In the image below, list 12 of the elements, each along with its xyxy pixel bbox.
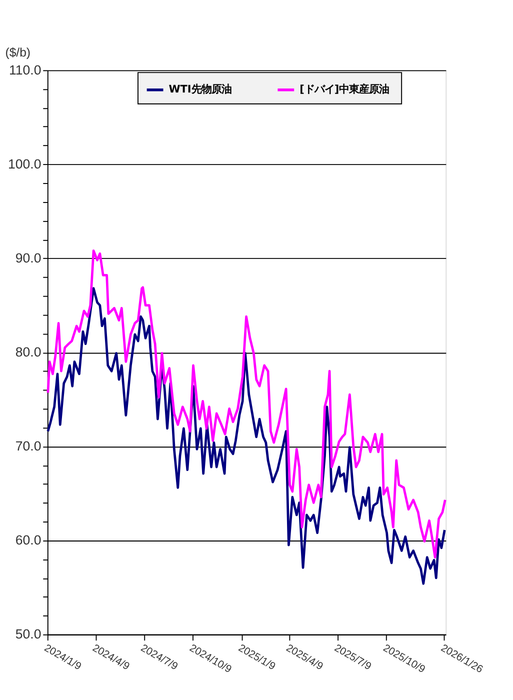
y-tick-label: 90.0	[15, 250, 42, 266]
legend-label: WTI先物原油	[168, 84, 232, 96]
y-axis-title: ($/b)	[5, 45, 31, 60]
y-tick-label: 100.0	[8, 156, 42, 172]
y-tick-label: 70.0	[15, 438, 42, 454]
y-tick-label: 80.0	[15, 344, 42, 360]
y-tick-label: 110.0	[9, 62, 42, 78]
line-series	[46, 287, 446, 585]
y-tick-label: 50.0	[15, 626, 42, 642]
y-tick-label: 60.0	[15, 532, 42, 548]
legend-label: [ドバイ]中東産原油	[300, 84, 390, 96]
line-series	[46, 250, 446, 558]
